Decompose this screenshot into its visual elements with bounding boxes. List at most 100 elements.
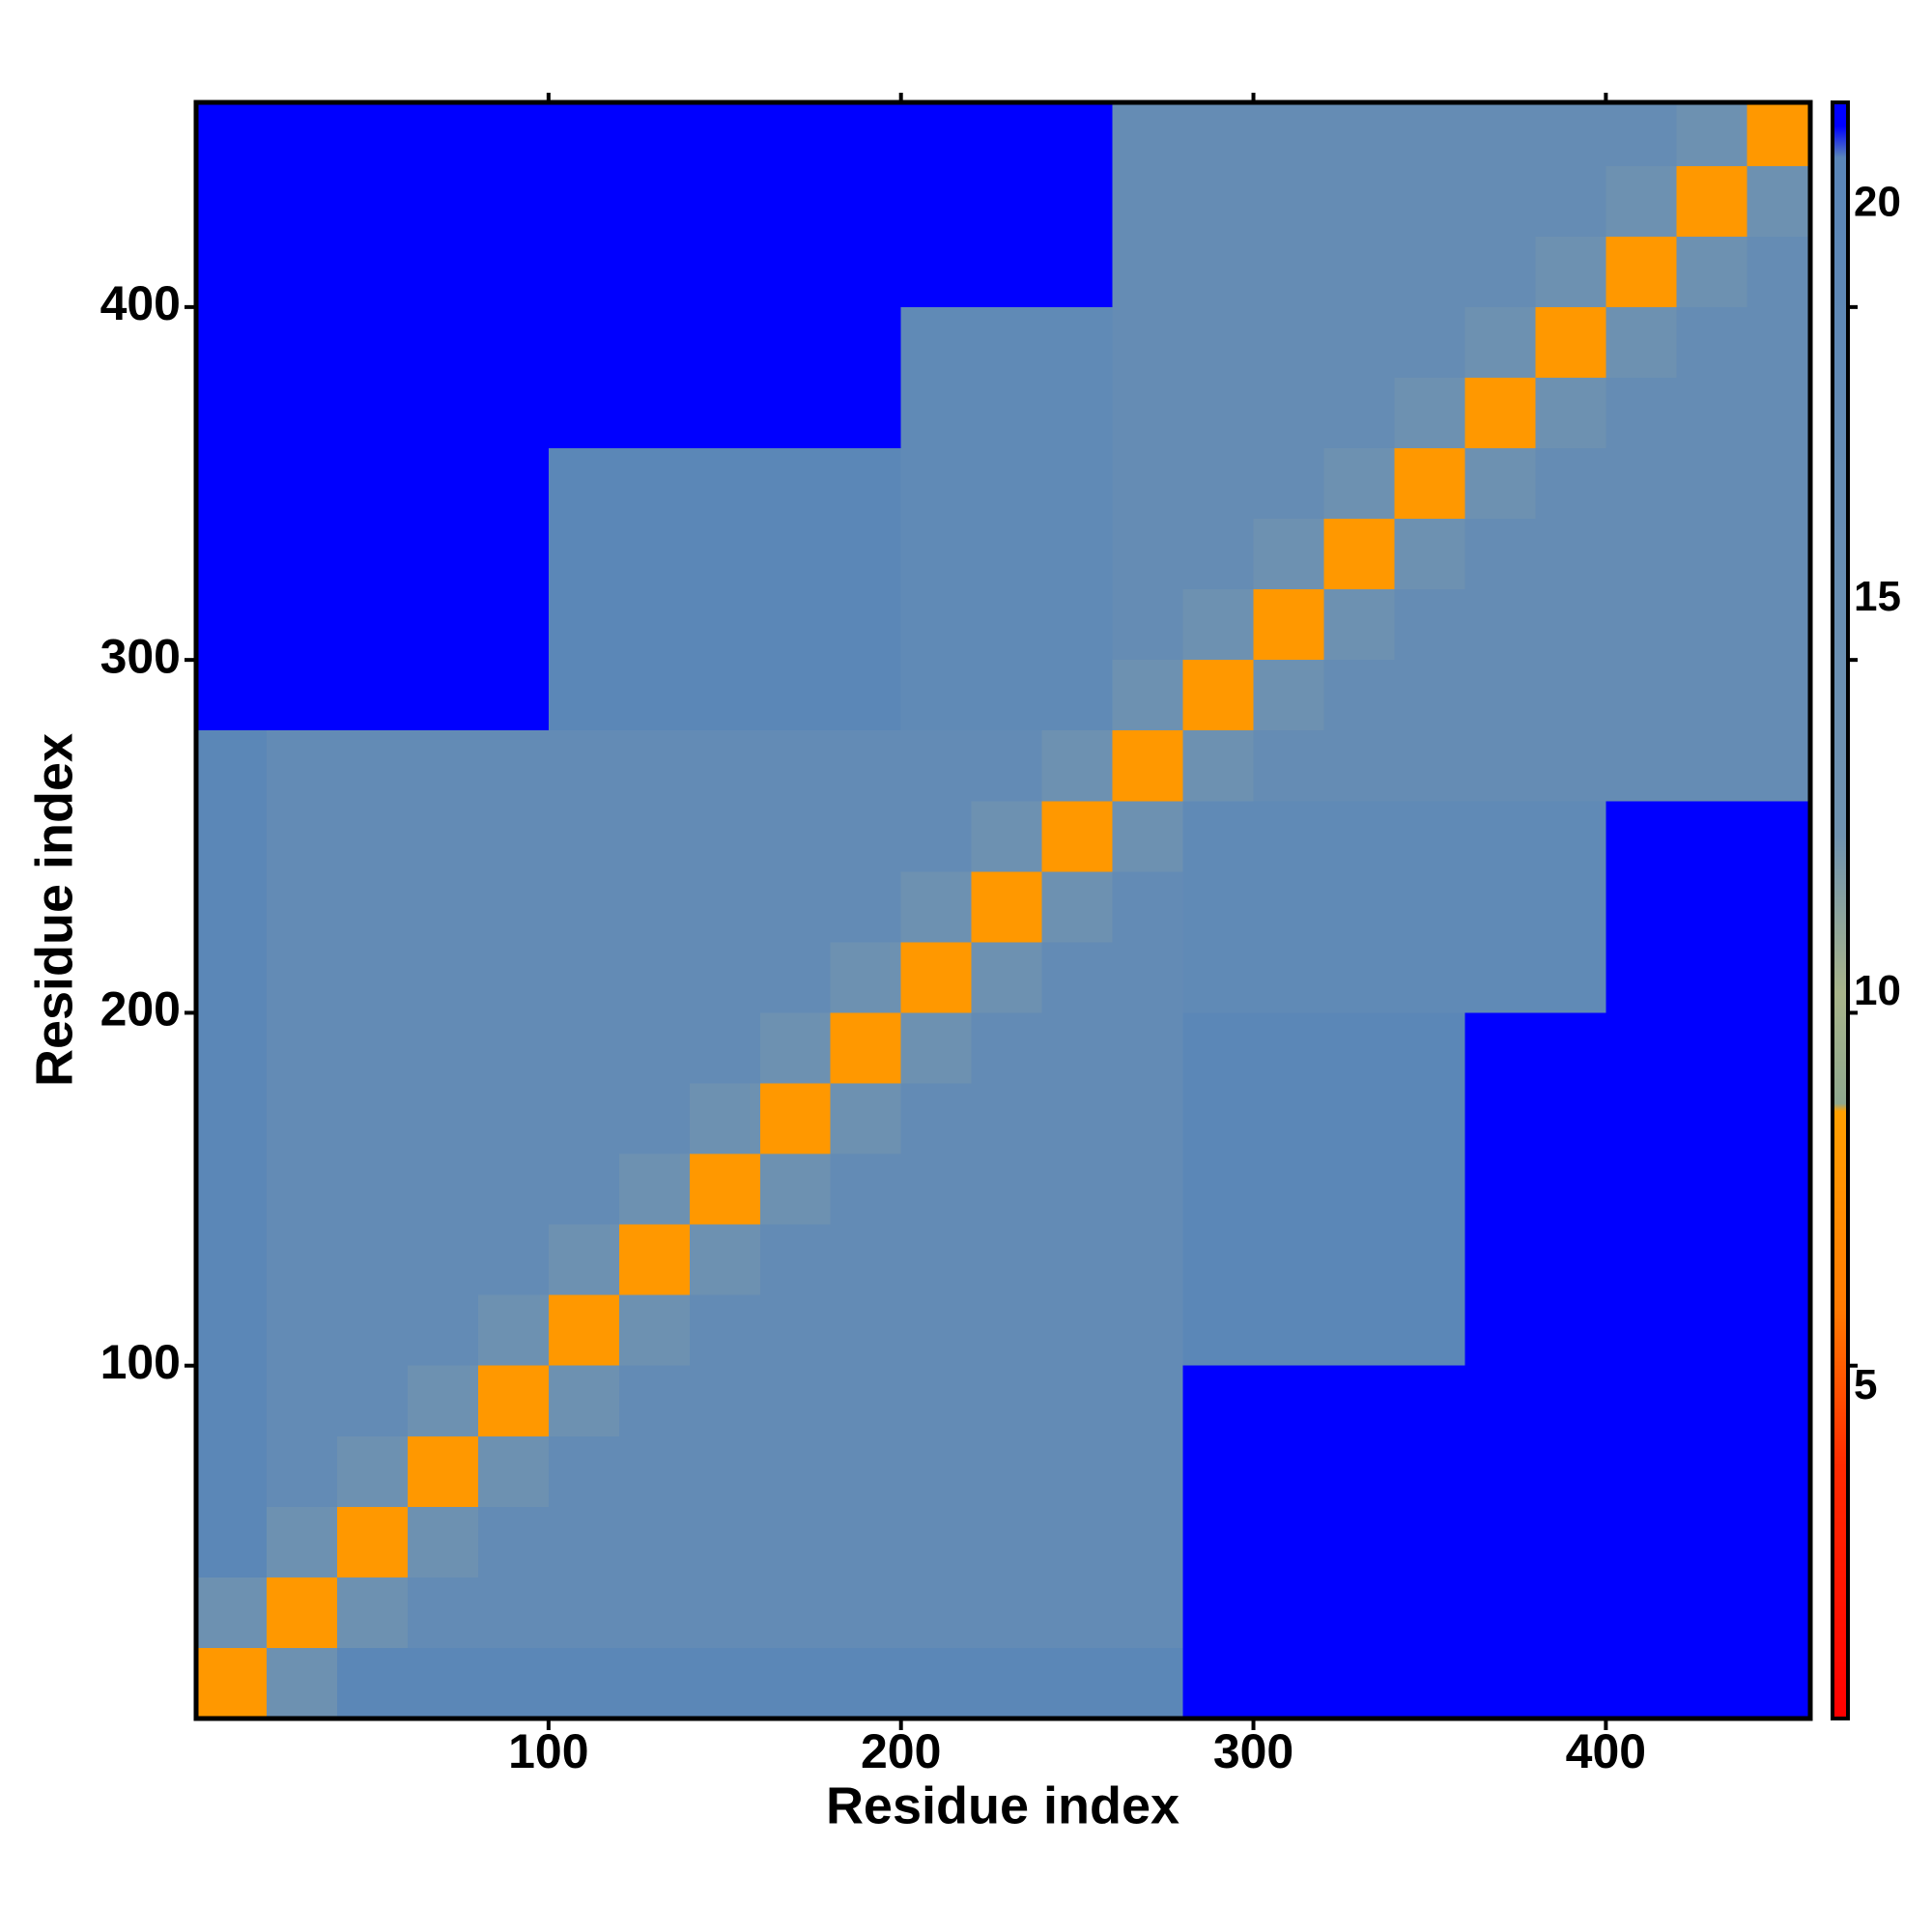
heat-cell bbox=[971, 236, 1042, 307]
heat-cell bbox=[1535, 801, 1606, 872]
heat-cell bbox=[900, 1506, 972, 1577]
heat-cell bbox=[196, 1083, 267, 1154]
x-tick-label: 200 bbox=[861, 1724, 941, 1778]
heat-cell bbox=[548, 165, 619, 237]
heat-cell bbox=[1605, 1435, 1677, 1507]
heat-cell bbox=[759, 1435, 831, 1507]
heat-cell bbox=[618, 942, 690, 1013]
heat-cell bbox=[548, 801, 619, 872]
heat-cell bbox=[477, 165, 549, 237]
heat-cell bbox=[759, 942, 831, 1013]
heat-cell bbox=[266, 519, 337, 590]
heat-cell bbox=[1182, 801, 1254, 872]
heat-cell bbox=[1394, 1083, 1465, 1154]
heat-cell bbox=[548, 1012, 619, 1084]
heat-cell bbox=[1394, 165, 1465, 237]
heat-cell bbox=[900, 102, 972, 166]
heat-cell bbox=[1323, 1083, 1395, 1154]
heat-cell bbox=[1394, 730, 1465, 802]
heat-cell bbox=[689, 447, 760, 520]
colorbar bbox=[1831, 100, 1850, 1720]
heat-cell bbox=[971, 447, 1042, 520]
heat-cell bbox=[477, 1153, 549, 1225]
heat-cell bbox=[971, 102, 1042, 166]
heat-cell bbox=[266, 1083, 337, 1154]
heat-cell bbox=[1323, 1012, 1395, 1084]
heat-cell bbox=[548, 871, 619, 943]
heat-cell bbox=[1676, 1012, 1747, 1084]
heat-cell bbox=[1323, 102, 1395, 166]
heat-cell bbox=[759, 1083, 831, 1154]
heat-cell bbox=[336, 447, 408, 520]
heat-cell bbox=[618, 447, 690, 520]
heat-cell bbox=[618, 660, 690, 731]
heat-cell bbox=[1112, 1083, 1183, 1154]
heat-cell bbox=[1464, 730, 1536, 802]
heat-cell bbox=[266, 236, 337, 307]
heat-cell bbox=[1535, 1435, 1606, 1507]
heat-cell bbox=[971, 1224, 1042, 1295]
heat-cell bbox=[336, 1365, 408, 1436]
heat-cell bbox=[1253, 801, 1324, 872]
heat-cell bbox=[1676, 660, 1747, 731]
heat-cell bbox=[1323, 871, 1395, 943]
heat-cell bbox=[1676, 1224, 1747, 1295]
heat-cell bbox=[759, 1647, 831, 1719]
heat-cell bbox=[1605, 1153, 1677, 1225]
heat-cell bbox=[1747, 236, 1810, 307]
heat-cell bbox=[1041, 942, 1113, 1013]
heat-cell bbox=[407, 1647, 478, 1719]
heat-cell bbox=[1535, 589, 1606, 661]
heat-cell bbox=[196, 1435, 267, 1507]
heat-cell bbox=[336, 236, 408, 307]
heat-cell bbox=[1394, 942, 1465, 1013]
heat-cell bbox=[266, 589, 337, 661]
heat-cell bbox=[1253, 1083, 1324, 1154]
heat-cell bbox=[336, 730, 408, 802]
heat-cell bbox=[1747, 306, 1810, 378]
heat-cell bbox=[1676, 801, 1747, 872]
heat-cell bbox=[1676, 1577, 1747, 1648]
heat-cell bbox=[900, 801, 972, 872]
heat-cell bbox=[266, 102, 337, 166]
heat-cell bbox=[618, 1647, 690, 1719]
heat-cell bbox=[1041, 1012, 1113, 1084]
heat-cell bbox=[548, 1647, 619, 1719]
heat-cell bbox=[1253, 1153, 1324, 1225]
heat-cell bbox=[900, 1083, 972, 1154]
heat-cell bbox=[689, 1577, 760, 1648]
heat-cell bbox=[407, 519, 478, 590]
heat-cell bbox=[1182, 1647, 1254, 1719]
heat-cell bbox=[1394, 1647, 1465, 1719]
heat-cell bbox=[548, 102, 619, 166]
heat-cell bbox=[1747, 871, 1810, 943]
heat-cell bbox=[1535, 660, 1606, 731]
heat-cell bbox=[689, 1365, 760, 1436]
heat-cell bbox=[1747, 1083, 1810, 1154]
heat-cell bbox=[689, 1294, 760, 1366]
heat-cell bbox=[1041, 1435, 1113, 1507]
heat-cell bbox=[1605, 1577, 1677, 1648]
heat-cell bbox=[196, 1577, 267, 1648]
heat-cell bbox=[1253, 165, 1324, 237]
heat-cell bbox=[830, 377, 901, 448]
heat-cell bbox=[1464, 589, 1536, 661]
heat-cell bbox=[1253, 236, 1324, 307]
heat-cell bbox=[1464, 1224, 1536, 1295]
heat-cell bbox=[1323, 236, 1395, 307]
heat-cell bbox=[477, 871, 549, 943]
heat-cell bbox=[689, 660, 760, 731]
heat-cell bbox=[1394, 236, 1465, 307]
heat-cell bbox=[1253, 1647, 1324, 1719]
colorbar-tick-label: 5 bbox=[1854, 1361, 1877, 1408]
heat-cell bbox=[266, 1647, 337, 1719]
y-tick-label: 200 bbox=[100, 982, 181, 1037]
heat-cell bbox=[407, 102, 478, 166]
heat-cell bbox=[196, 1365, 267, 1436]
heat-cell bbox=[1535, 1153, 1606, 1225]
heat-cell bbox=[477, 660, 549, 731]
heat-cell bbox=[1323, 801, 1395, 872]
heat-cell bbox=[266, 942, 337, 1013]
heat-cell bbox=[1747, 1224, 1810, 1295]
heat-cell bbox=[1394, 519, 1465, 590]
